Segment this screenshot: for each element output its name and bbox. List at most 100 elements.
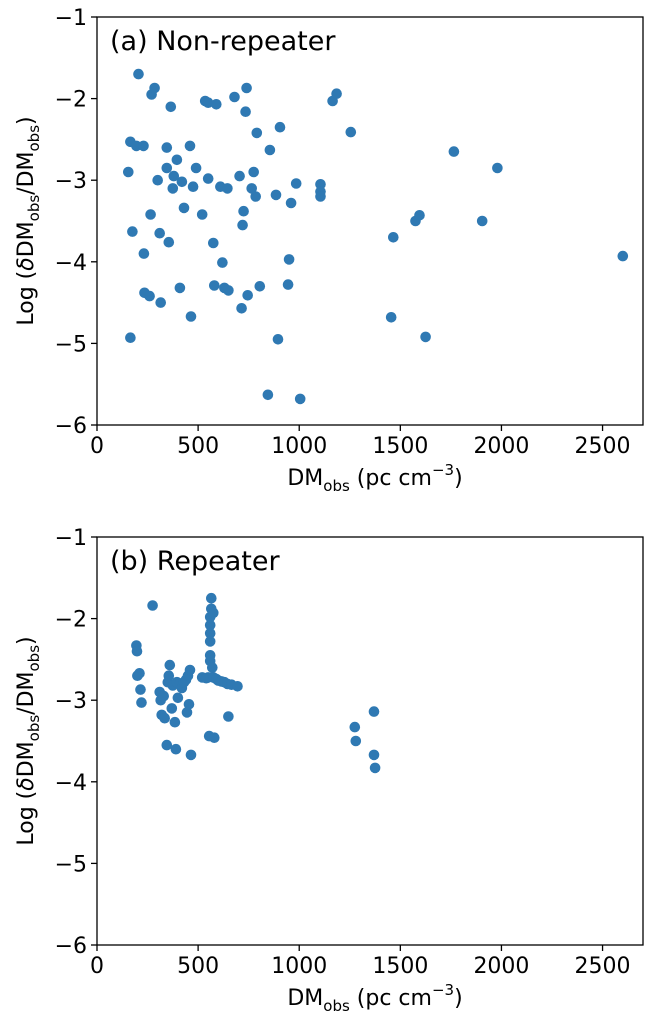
data-point: [217, 257, 228, 268]
x-tick-label: 500: [177, 954, 219, 979]
scatter-points: [131, 592, 381, 774]
data-point: [138, 140, 149, 152]
data-point: [229, 91, 240, 103]
data-point: [209, 280, 220, 291]
data-point: [617, 250, 629, 262]
x-tick-label: 1000: [271, 954, 327, 979]
data-point: [183, 699, 195, 710]
data-point: [262, 389, 274, 401]
y-tick-label: −3: [55, 169, 87, 194]
data-point: [345, 126, 357, 138]
data-point: [147, 600, 158, 611]
x-tick-label: 500: [177, 434, 219, 459]
x-axis-label: DMobs (pc cm−3): [287, 981, 462, 1015]
panel-title: (a) Non-repeater: [110, 26, 336, 57]
data-point: [246, 183, 257, 194]
x-tick-label: 0: [90, 434, 104, 459]
data-point: [159, 712, 170, 724]
y-tick-label: −1: [55, 526, 87, 551]
y-tick-label: −6: [55, 934, 87, 959]
data-point: [185, 311, 197, 322]
data-point: [135, 684, 146, 695]
data-point: [282, 279, 294, 290]
data-point: [168, 170, 180, 182]
data-point: [448, 146, 460, 157]
data-point: [204, 628, 216, 639]
data-point: [125, 332, 136, 344]
data-point: [414, 210, 425, 221]
panel-title: (b) Repeater: [110, 546, 280, 577]
data-point: [315, 191, 326, 202]
data-point: [138, 248, 150, 259]
data-point: [155, 297, 166, 308]
data-point: [169, 716, 181, 728]
data-point: [204, 619, 216, 631]
data-point: [196, 209, 208, 220]
data-point: [158, 690, 169, 702]
plot-frame: [96, 536, 644, 946]
x-tick-label: 1500: [372, 954, 428, 979]
x-tick-label: 1500: [372, 434, 428, 459]
y-tick-label: −4: [55, 251, 87, 276]
data-point: [236, 303, 247, 314]
data-point: [223, 285, 234, 296]
y-tick-label: −6: [55, 414, 87, 439]
data-point: [161, 162, 173, 174]
data-point: [166, 703, 178, 714]
data-point: [208, 237, 219, 249]
data-point: [350, 735, 362, 747]
data-point: [185, 749, 197, 761]
y-tick-label: −4: [55, 771, 87, 796]
data-point: [163, 670, 175, 681]
data-point: [331, 88, 342, 99]
y-axis-label: Log (δDMobs/DMobs): [14, 636, 43, 845]
data-point: [163, 236, 175, 248]
data-point: [240, 106, 251, 117]
data-point: [206, 592, 217, 604]
data-point: [270, 189, 282, 201]
data-point: [181, 707, 193, 718]
data-point: [222, 183, 233, 194]
data-point: [154, 227, 165, 239]
data-point: [144, 290, 155, 302]
data-point: [285, 197, 297, 209]
data-point: [250, 191, 261, 202]
data-point: [254, 281, 266, 292]
data-point: [208, 607, 219, 619]
plot-frame: [96, 16, 644, 426]
data-point: [385, 312, 397, 323]
data-point: [202, 97, 214, 108]
data-point: [204, 636, 216, 647]
y-tick-label: −2: [55, 608, 87, 633]
data-point: [290, 178, 302, 189]
data-point: [234, 170, 245, 182]
x-tick-label: 2500: [575, 434, 631, 459]
data-point: [127, 226, 138, 237]
x-tick-label: 2000: [473, 434, 529, 459]
data-point: [242, 290, 253, 301]
data-point: [264, 144, 276, 156]
data-point: [369, 762, 381, 774]
y-axis-label: Log (δDMobs/DMobs): [14, 116, 43, 325]
data-point: [171, 154, 183, 166]
data-point: [165, 101, 177, 113]
data-point: [133, 68, 144, 80]
data-point: [134, 668, 145, 679]
data-point: [241, 82, 252, 94]
data-point: [136, 697, 147, 708]
y-tick-label: −2: [55, 88, 87, 113]
data-point: [283, 254, 295, 265]
data-point: [476, 215, 488, 227]
data-point: [176, 176, 188, 188]
y-tick-label: −5: [55, 852, 87, 877]
data-point: [272, 334, 284, 345]
data-point: [349, 721, 361, 733]
x-tick-label: 0: [90, 954, 104, 979]
data-point: [207, 662, 218, 673]
data-point: [209, 732, 220, 743]
data-point: [149, 82, 160, 94]
data-point: [184, 664, 196, 676]
data-point: [368, 749, 380, 761]
data-point: [420, 331, 431, 343]
